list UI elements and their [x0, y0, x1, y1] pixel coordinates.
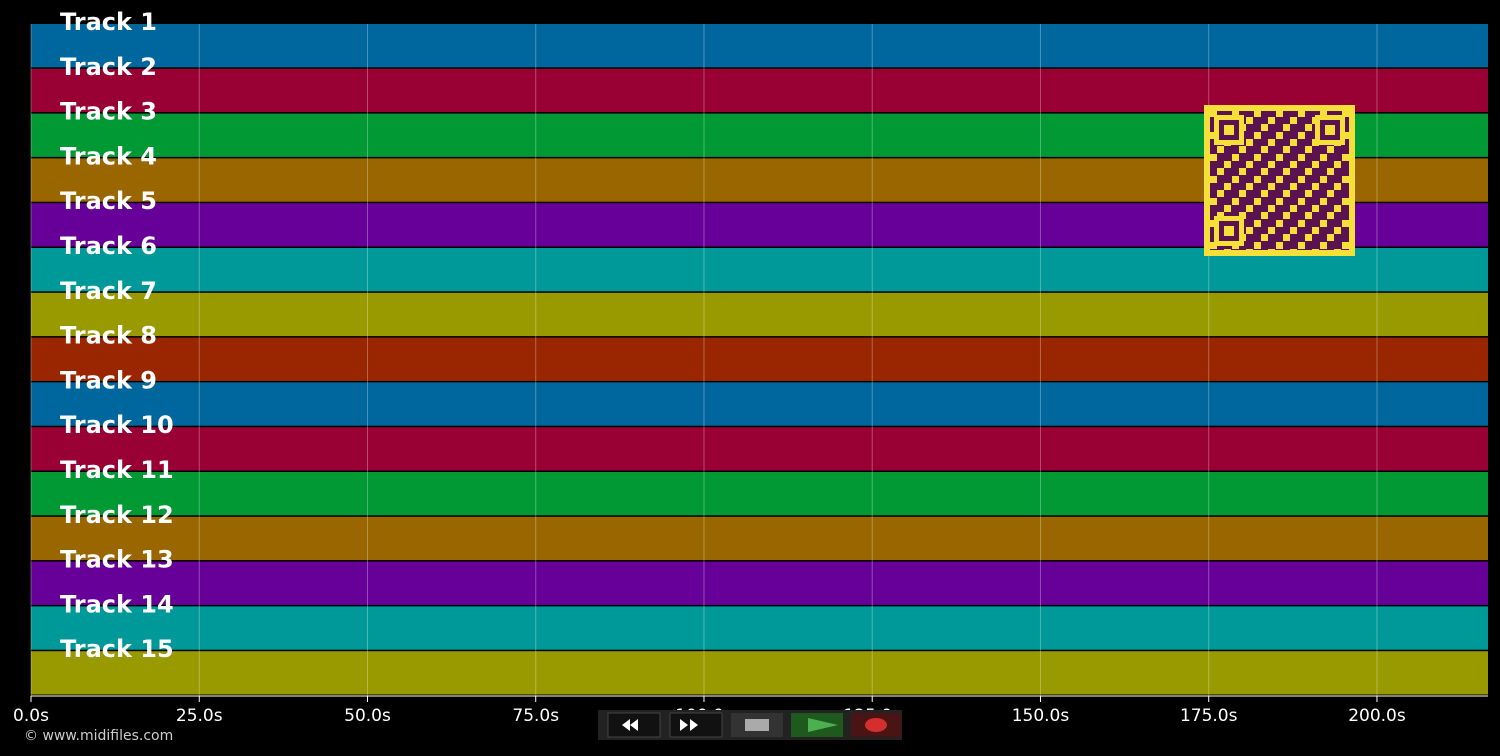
track-label: Track 8: [60, 322, 157, 350]
x-tick-label: 150.0s: [1012, 706, 1070, 726]
track-band: [31, 472, 1488, 516]
x-tick-label: 75.0s: [512, 706, 559, 726]
track-label: Track 9: [60, 366, 157, 394]
track-band: [31, 24, 1488, 68]
track-label: Track 15: [60, 635, 174, 663]
record-button[interactable]: [851, 713, 901, 737]
track-label: Track 12: [60, 501, 174, 529]
track-label: Track 6: [60, 232, 157, 260]
track-label: Track 11: [60, 456, 174, 484]
track-band: [31, 292, 1488, 337]
track-band: [31, 651, 1488, 695]
track-label: Track 10: [60, 411, 174, 439]
track-label: Track 14: [60, 590, 174, 618]
qr-code: [1204, 105, 1355, 256]
copyright: © www.midifiles.com: [24, 728, 173, 744]
track-band: [31, 337, 1488, 381]
track-band: [31, 427, 1488, 471]
track-band: [31, 516, 1488, 561]
x-tick-label: 50.0s: [344, 706, 391, 726]
track-label: Track 5: [60, 187, 157, 215]
player-controls: [598, 710, 902, 740]
track-label: Track 1: [60, 8, 157, 36]
x-tick-label: 25.0s: [176, 706, 223, 726]
track-label: Track 2: [60, 53, 157, 81]
track-label: Track 3: [60, 98, 157, 126]
play-button[interactable]: [791, 713, 843, 737]
track-band: [31, 561, 1488, 605]
stop-button[interactable]: [731, 713, 783, 737]
track-labels: Track 1 Track 2 Track 3 Track 4 Track 5 Track…: [60, 8, 174, 663]
x-tick-label: 0.0s: [13, 706, 49, 726]
fast-forward-button[interactable]: [669, 712, 723, 738]
track-band: [31, 68, 1488, 113]
track-band: [31, 606, 1488, 650]
track-label: Track 4: [60, 142, 157, 170]
track-band: [31, 382, 1488, 426]
track-label: Track 13: [60, 546, 174, 574]
track-label: Track 7: [60, 277, 157, 305]
x-tick-label: 200.0s: [1348, 706, 1406, 726]
x-tick-label: 175.0s: [1180, 706, 1238, 726]
rewind-button[interactable]: [607, 712, 661, 738]
